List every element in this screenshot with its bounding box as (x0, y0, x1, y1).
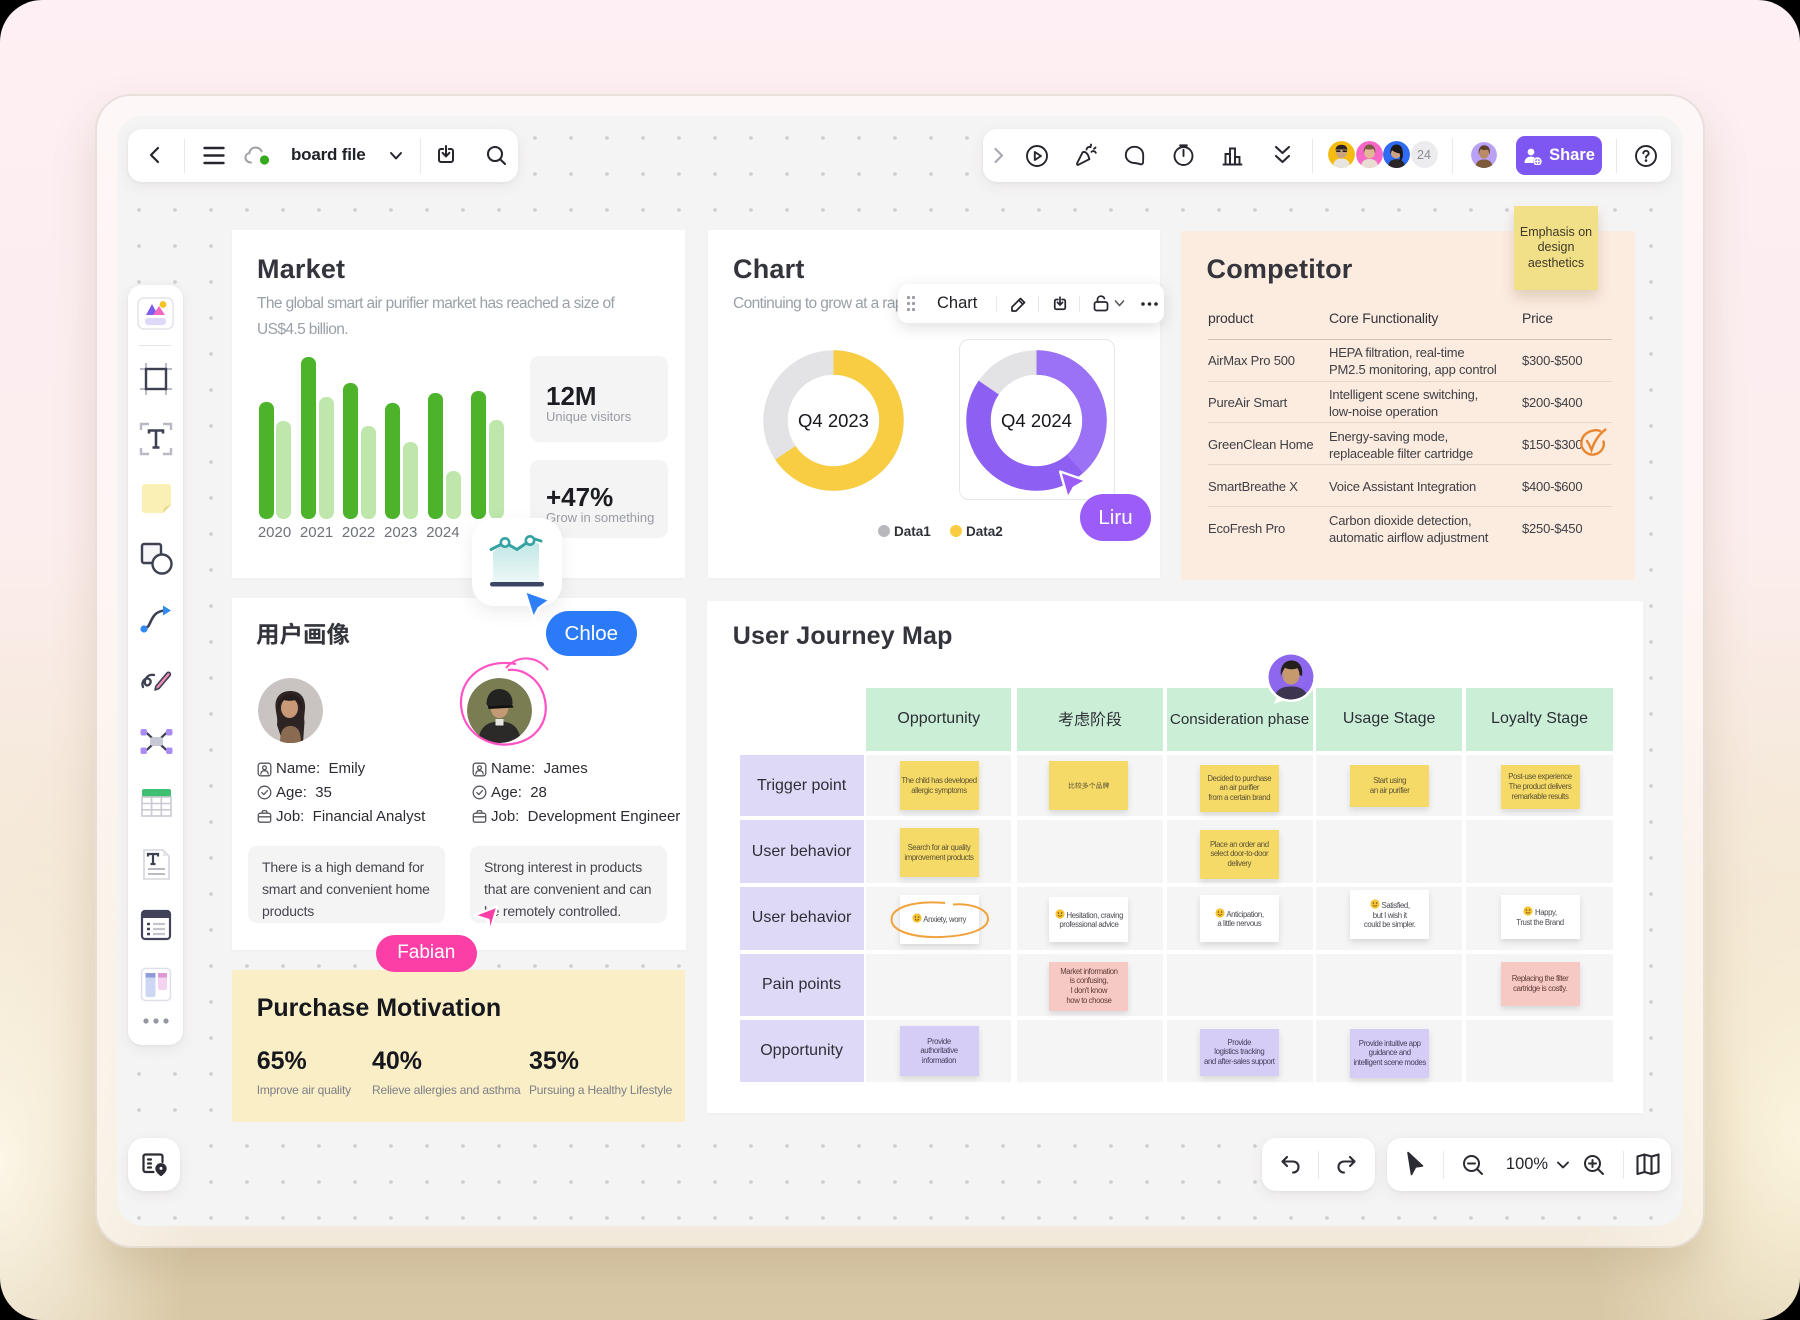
svg-text:Q4 2023: Q4 2023 (798, 410, 869, 431)
svg-text:Q4 2024: Q4 2024 (1001, 410, 1072, 431)
